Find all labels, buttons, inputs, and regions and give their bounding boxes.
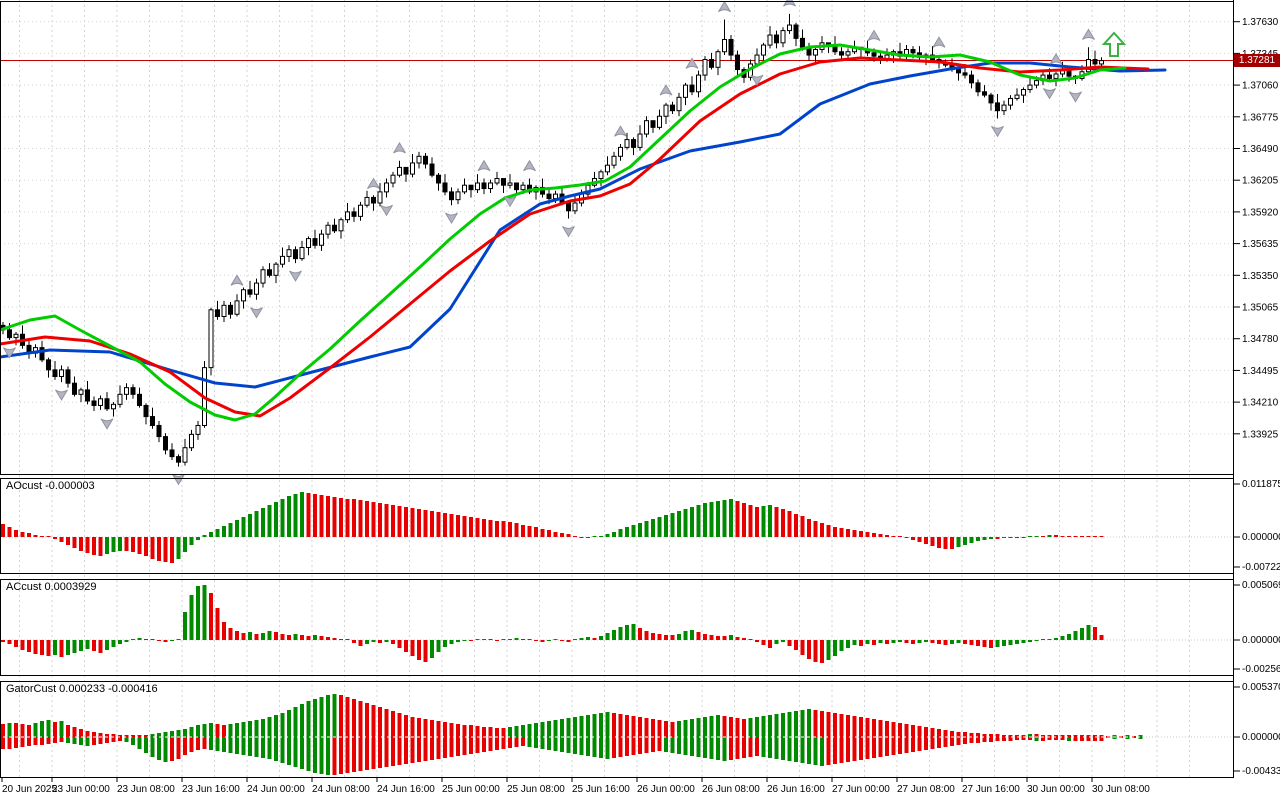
- svg-text:25 Jun 08:00: 25 Jun 08:00: [507, 784, 565, 795]
- svg-text:26 Jun 16:00: 26 Jun 16:00: [767, 784, 825, 795]
- panel-borders: [0, 0, 1234, 778]
- svg-text:-0.0025618: -0.0025618: [1242, 664, 1280, 675]
- fractal-up-icon: [1049, 52, 1063, 65]
- fractal-markers: [3, 0, 1095, 486]
- svg-text:0.005370: 0.005370: [1242, 682, 1280, 693]
- svg-text:1.37630: 1.37630: [1242, 17, 1279, 28]
- price-scale[interactable]: [1234, 0, 1280, 778]
- fractal-down-icon: [991, 125, 1004, 138]
- svg-text:24 Jun 08:00: 24 Jun 08:00: [312, 784, 370, 795]
- svg-text:24 Jun 00:00: 24 Jun 00:00: [247, 784, 305, 795]
- svg-text:1.35920: 1.35920: [1242, 207, 1279, 218]
- svg-text:27 Jun 16:00: 27 Jun 16:00: [962, 784, 1020, 795]
- svg-text:1.34210: 1.34210: [1242, 398, 1279, 409]
- ao-histogram: [1, 492, 1104, 563]
- fractal-up-icon: [614, 125, 627, 137]
- svg-text:20 Jun 2025: 20 Jun 2025: [2, 784, 57, 795]
- svg-text:1.33925: 1.33925: [1242, 429, 1279, 440]
- alligator-teeth-line: [0, 56, 1150, 418]
- fractal-up-icon: [230, 274, 244, 286]
- svg-text:1.34495: 1.34495: [1242, 366, 1279, 377]
- fractal-up-icon: [867, 29, 881, 42]
- svg-text:25 Jun 00:00: 25 Jun 00:00: [442, 784, 500, 795]
- svg-text:1.36205: 1.36205: [1242, 176, 1279, 187]
- fractal-down-icon: [445, 212, 458, 224]
- svg-text:23 Jun 08:00: 23 Jun 08:00: [117, 784, 175, 795]
- fractal-down-icon: [250, 307, 263, 319]
- buy-signal-arrow-icon: [1101, 31, 1127, 57]
- svg-text:25 Jun 16:00: 25 Jun 16:00: [572, 784, 630, 795]
- ao-indicator-label: AOcust -0.000003: [6, 480, 95, 492]
- fractal-down-icon: [289, 270, 302, 282]
- ao-indicator-panel[interactable]: [0, 478, 1233, 573]
- svg-text:0.000000: 0.000000: [1242, 532, 1280, 543]
- current-price-badge: 1.37281: [1234, 54, 1280, 67]
- svg-text:1.35350: 1.35350: [1242, 271, 1279, 282]
- ac-indicator-panel[interactable]: [0, 579, 1233, 675]
- fractal-up-icon: [393, 141, 406, 154]
- gator-histogram-lower: [1, 737, 1143, 775]
- fractal-down-icon: [1043, 88, 1056, 100]
- fractal-down-icon: [562, 225, 575, 238]
- fractal-down-icon: [55, 389, 68, 401]
- svg-text:1.35635: 1.35635: [1242, 239, 1279, 250]
- svg-text:1.35065: 1.35065: [1242, 303, 1279, 314]
- fractal-up-icon: [477, 159, 491, 172]
- gator-indicator-panel[interactable]: [0, 681, 1233, 777]
- svg-text:27 Jun 00:00: 27 Jun 00:00: [832, 784, 890, 795]
- svg-text:0.000000: 0.000000: [1242, 732, 1280, 743]
- fractal-down-icon: [3, 347, 16, 359]
- time-scale[interactable]: [0, 778, 1233, 800]
- fractal-down-icon: [380, 204, 393, 217]
- fractal-up-icon: [523, 159, 536, 172]
- fractal-up-icon: [685, 57, 699, 69]
- svg-text:27 Jun 08:00: 27 Jun 08:00: [897, 784, 955, 795]
- svg-text:1.34780: 1.34780: [1242, 334, 1279, 345]
- ac-histogram: [1, 585, 1104, 663]
- svg-text:30 Jun 00:00: 30 Jun 00:00: [1027, 784, 1085, 795]
- fractal-down-icon: [503, 195, 517, 208]
- gator-histogram-upper: [1, 694, 1143, 737]
- fractal-down-icon: [100, 418, 114, 430]
- svg-text:0.0050691: 0.0050691: [1242, 580, 1280, 591]
- fractal-up-icon: [932, 36, 946, 48]
- fractal-up-icon: [367, 177, 380, 189]
- fractal-down-icon: [750, 74, 764, 87]
- alligator-lips-line: [0, 43, 1127, 422]
- svg-text:0.011875: 0.011875: [1242, 479, 1280, 490]
- main-chart-panel[interactable]: [0, 0, 1233, 474]
- gator-indicator-label: GatorCust 0.000233 -0.000416: [6, 683, 158, 695]
- svg-text:30 Jun 08:00: 30 Jun 08:00: [1092, 784, 1150, 795]
- svg-text:0.0000000: 0.0000000: [1242, 635, 1280, 646]
- fractal-up-icon: [1082, 28, 1095, 40]
- svg-text:23 Jun 16:00: 23 Jun 16:00: [182, 784, 240, 795]
- svg-text:-0.004334: -0.004334: [1242, 766, 1280, 777]
- fractal-down-icon: [1069, 91, 1082, 103]
- svg-text:1.36490: 1.36490: [1242, 144, 1279, 155]
- alligator-jaw-line: [0, 61, 1167, 389]
- candlesticks: [0, 13, 1104, 467]
- svg-text:26 Jun 08:00: 26 Jun 08:00: [702, 784, 760, 795]
- svg-text:23 Jun 00:00: 23 Jun 00:00: [52, 784, 110, 795]
- svg-text:24 Jun 16:00: 24 Jun 16:00: [377, 784, 435, 795]
- svg-text:1.36775: 1.36775: [1242, 112, 1279, 123]
- fractal-up-icon: [718, 0, 731, 13]
- fractal-up-icon: [659, 84, 673, 96]
- svg-text:1.37060: 1.37060: [1242, 81, 1279, 92]
- svg-text:-0.007223: -0.007223: [1242, 562, 1280, 573]
- ac-indicator-label: ACcust 0.0003929: [6, 581, 97, 593]
- svg-text:26 Jun 00:00: 26 Jun 00:00: [637, 784, 695, 795]
